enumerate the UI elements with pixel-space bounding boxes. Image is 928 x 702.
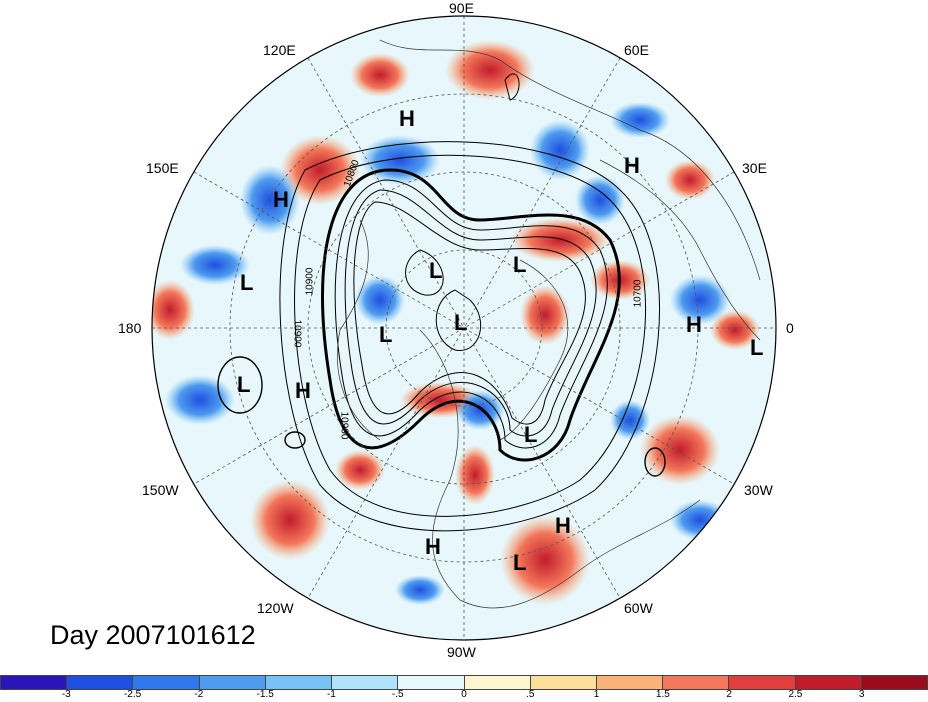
colorbar-swatch bbox=[199, 675, 266, 690]
low-pressure-center: L bbox=[237, 372, 251, 397]
colorbar-tick-label: 2.5 bbox=[788, 689, 803, 700]
contour-label: 10700 bbox=[632, 279, 644, 308]
lon-label-150w: 150W bbox=[142, 482, 179, 498]
colorbar-tick-label: -.5 bbox=[391, 689, 404, 700]
lon-label-90e: 90E bbox=[449, 0, 474, 16]
colorbar-swatch bbox=[398, 675, 465, 690]
contour-label: 10900 bbox=[338, 411, 350, 440]
date-title: Day 2007101612 bbox=[50, 620, 256, 650]
high-pressure-center: H bbox=[399, 106, 415, 131]
high-pressure-center: H bbox=[425, 534, 441, 559]
low-pressure-center: L bbox=[524, 422, 538, 447]
colorbar-tick-label: -1 bbox=[326, 689, 336, 700]
colorbar-swatch bbox=[464, 675, 531, 690]
high-pressure-center: H bbox=[624, 153, 640, 178]
colorbar-swatch bbox=[861, 675, 928, 690]
high-pressure-center: H bbox=[273, 187, 289, 212]
lon-label-30e: 30E bbox=[742, 160, 767, 176]
lon-label-120w: 120W bbox=[257, 600, 294, 616]
colorbar-tick-label: -2 bbox=[194, 689, 204, 700]
colorbar-tick-label: 1.5 bbox=[655, 689, 670, 700]
colorbar-swatch bbox=[0, 675, 68, 690]
colorbar-tick-label: 0 bbox=[461, 689, 467, 700]
colorbar-swatch bbox=[795, 675, 862, 690]
height-contours bbox=[217, 73, 666, 532]
high-pressure-center: H bbox=[686, 312, 702, 337]
colorbar-swatch bbox=[67, 675, 134, 690]
colorbar bbox=[0, 675, 928, 690]
lon-label-90w: 90W bbox=[447, 644, 476, 660]
low-pressure-center: L bbox=[750, 335, 764, 360]
colorbar-swatch bbox=[729, 675, 796, 690]
colorbar-ticks: -3 -2.5 -2 -1.5 -1 -.5 0 .5 1 1.5 2 2.5 3 bbox=[0, 689, 928, 702]
lon-label-150e: 150E bbox=[146, 160, 179, 176]
colorbar-tick-label: -3 bbox=[61, 689, 71, 700]
colorbar-tick-label: .5 bbox=[526, 689, 535, 700]
high-pressure-center: H bbox=[295, 378, 311, 403]
colorbar-tick-label: 2 bbox=[726, 689, 732, 700]
colorbar-swatch bbox=[133, 675, 200, 690]
contour-label: 10900 bbox=[291, 319, 303, 348]
low-pressure-center: L bbox=[379, 322, 393, 347]
graticule bbox=[152, 16, 776, 640]
colorbar-swatch bbox=[530, 675, 597, 690]
colorbar-tick-label: 1 bbox=[593, 689, 600, 700]
low-pressure-center: L bbox=[240, 270, 254, 295]
contour-label: 10900 bbox=[304, 267, 316, 296]
colorbar-swatch bbox=[265, 675, 333, 690]
lon-label-60w: 60W bbox=[624, 600, 653, 616]
low-pressure-center: L bbox=[513, 252, 527, 277]
colorbar-tick-label: 3 bbox=[858, 689, 865, 700]
low-pressure-center: L bbox=[429, 258, 443, 283]
map-boundary bbox=[151, 15, 777, 641]
low-pressure-center: L bbox=[513, 550, 527, 575]
lon-label-120e: 120E bbox=[263, 42, 296, 58]
colorbar-swatch bbox=[596, 675, 664, 690]
colorbar-tick-label: -2.5 bbox=[123, 689, 142, 700]
lon-label-60e: 60E bbox=[624, 42, 649, 58]
colorbar-swatch bbox=[332, 675, 399, 690]
lon-label-0: 0 bbox=[786, 320, 794, 336]
high-pressure-center: H bbox=[555, 513, 571, 538]
coastlines bbox=[337, 39, 761, 609]
colorbar-tick-label: -1.5 bbox=[256, 689, 274, 700]
colorbar-swatch bbox=[663, 675, 730, 690]
lon-label-180: 180 bbox=[118, 320, 142, 336]
lon-label-30w: 30W bbox=[744, 482, 773, 498]
low-pressure-center: L bbox=[454, 310, 468, 335]
